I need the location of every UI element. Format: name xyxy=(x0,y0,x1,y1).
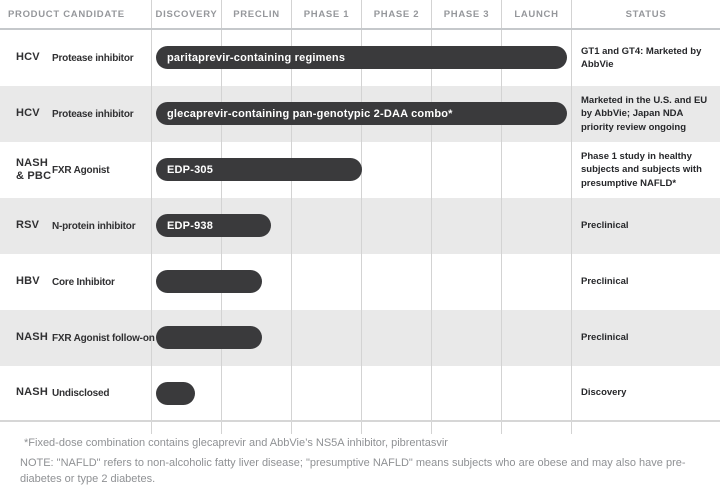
phase-track xyxy=(152,310,572,366)
status-text: Preclinical xyxy=(581,220,629,232)
table-row: HCV Protease inhibitor paritaprevir-cont… xyxy=(0,30,720,86)
candidate-acronym: NASH xyxy=(16,331,48,344)
footer-notes: *Fixed-dose combination contains glecapr… xyxy=(0,436,720,488)
candidate-mechanism: Undisclosed xyxy=(52,387,110,399)
column-header-product-candidate: PRODUCT CANDIDATE xyxy=(0,0,152,28)
candidate-cell: RSV N-protein inhibitor xyxy=(0,198,152,254)
bar-label: paritaprevir-containing regimens xyxy=(167,51,346,64)
pipeline-bar xyxy=(156,270,262,293)
phase-track: EDP-305 xyxy=(152,142,572,198)
pipeline-bar xyxy=(156,382,195,405)
grid-line-stubs xyxy=(151,422,573,434)
phase-track: glecaprevir-containing pan-genotypic 2-D… xyxy=(152,86,572,142)
column-header-phase-3: PHASE 3 xyxy=(432,0,502,28)
candidate-cell: HBV Core Inhibitor xyxy=(0,254,152,310)
phase-track: EDP-938 xyxy=(152,198,572,254)
pipeline-bar: glecaprevir-containing pan-genotypic 2-D… xyxy=(156,102,567,125)
pipeline-bar: EDP-938 xyxy=(156,214,271,237)
footnote: *Fixed-dose combination contains glecapr… xyxy=(24,437,448,449)
column-header-phase-1: PHASE 1 xyxy=(292,0,362,28)
pipeline-bar: EDP-305 xyxy=(156,158,362,181)
column-header-launch: LAUNCH xyxy=(502,0,572,28)
phase-track: paritaprevir-containing regimens xyxy=(152,30,572,86)
candidate-acronym: HBV xyxy=(16,275,40,288)
candidate-mechanism: N-protein inhibitor xyxy=(52,220,136,232)
pipeline-bar xyxy=(156,326,262,349)
candidate-cell: NASH Undisclosed xyxy=(0,366,152,420)
candidate-acronym: HCV xyxy=(16,51,40,64)
table-row: RSV N-protein inhibitor EDP-938 Preclini… xyxy=(0,198,720,254)
phase-track xyxy=(152,366,572,420)
status-text: Preclinical xyxy=(581,276,629,288)
phase-track xyxy=(152,254,572,310)
candidate-acronym: RSV xyxy=(16,219,40,232)
candidate-acronym: NASH & PBC xyxy=(16,156,52,182)
table-row: NASH Undisclosed Discovery xyxy=(0,366,720,422)
table-row: NASH FXR Agonist follow-on Preclinical xyxy=(0,310,720,366)
column-header-row: PRODUCT CANDIDATE DISCOVERY PRECLIN PHAS… xyxy=(0,0,720,30)
column-header-status: STATUS xyxy=(625,8,667,20)
candidate-acronym: HCV xyxy=(16,107,40,120)
candidate-cell: NASH & PBC FXR Agonist xyxy=(0,142,152,198)
table-row: HCV Protease inhibitor glecaprevir-conta… xyxy=(0,86,720,142)
table-row: HBV Core Inhibitor Preclinical xyxy=(0,254,720,310)
status-text: Discovery xyxy=(581,387,627,399)
status-text: Preclinical xyxy=(581,332,629,344)
bar-label: glecaprevir-containing pan-genotypic 2-D… xyxy=(167,107,453,120)
candidate-cell: NASH FXR Agonist follow-on xyxy=(0,310,155,366)
column-header-preclin: PRECLIN xyxy=(222,0,292,28)
status-text: GT1 and GT4: Marketed by AbbVie xyxy=(581,45,702,70)
status-text: Marketed in the U.S. and EU by AbbVie; J… xyxy=(581,95,708,133)
candidate-acronym: NASH xyxy=(16,386,48,399)
bar-label: EDP-305 xyxy=(167,163,214,176)
candidate-mechanism: FXR Agonist xyxy=(52,164,110,176)
candidate-mechanism: Core Inhibitor xyxy=(52,276,115,288)
candidate-cell: HCV Protease inhibitor xyxy=(0,86,152,142)
column-header-discovery: DISCOVERY xyxy=(152,0,222,28)
candidate-mechanism: Protease inhibitor xyxy=(52,52,134,64)
pipeline-bar: paritaprevir-containing regimens xyxy=(156,46,567,69)
bar-label: EDP-938 xyxy=(167,219,214,232)
column-header-phase-2: PHASE 2 xyxy=(362,0,432,28)
candidate-mechanism: Protease inhibitor xyxy=(52,108,134,120)
candidate-cell: HCV Protease inhibitor xyxy=(0,30,152,86)
table-row: NASH & PBC FXR Agonist EDP-305 Phase 1 s… xyxy=(0,142,720,198)
status-text: Phase 1 study in healthy subjects and su… xyxy=(581,151,702,189)
note: NOTE: "NAFLD" refers to non-alcoholic fa… xyxy=(20,456,686,486)
candidate-mechanism: FXR Agonist follow-on xyxy=(52,332,155,344)
